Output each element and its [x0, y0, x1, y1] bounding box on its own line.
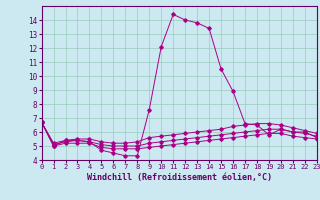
X-axis label: Windchill (Refroidissement éolien,°C): Windchill (Refroidissement éolien,°C): [87, 173, 272, 182]
